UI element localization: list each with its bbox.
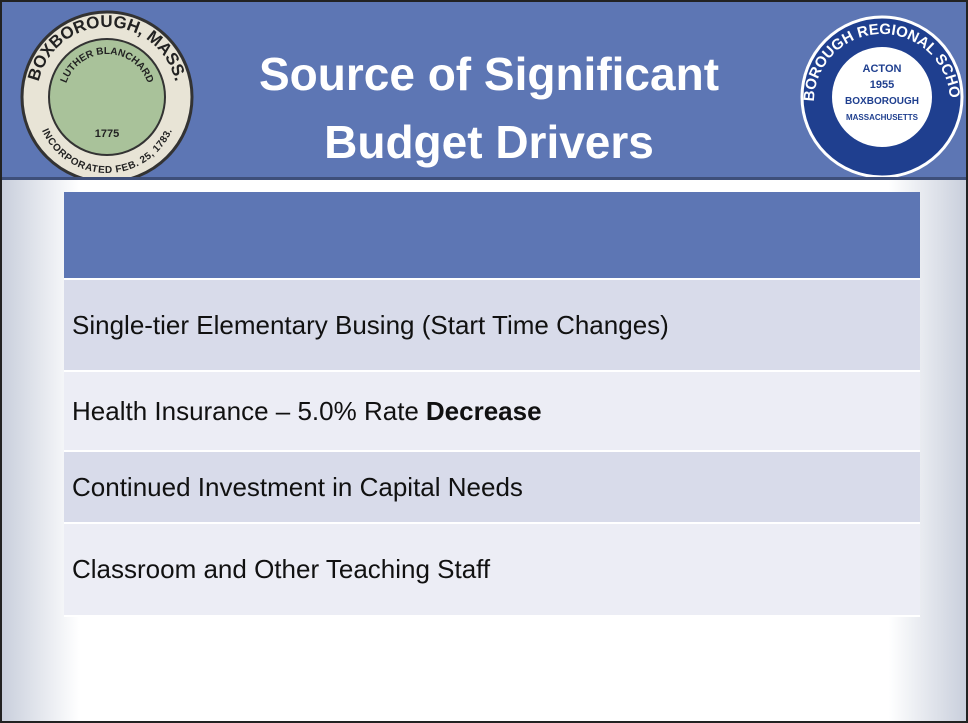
seal-text: MASSACHUSETTS	[846, 113, 919, 122]
slide: BOXBOROUGH, MASS. LUTHER BLANCHARD INCOR…	[0, 0, 968, 723]
table-row: Classroom and Other Teaching Staff	[64, 524, 920, 617]
cell-text: Classroom and Other Teaching Staff	[72, 554, 490, 585]
seal-year: 1775	[95, 128, 119, 140]
table: Single-tier Elementary Busing (Start Tim…	[64, 192, 920, 617]
left-seal: BOXBOROUGH, MASS. LUTHER BLANCHARD INCOR…	[22, 12, 192, 177]
title-line: Budget Drivers	[324, 116, 654, 168]
seal-text: 1955	[870, 79, 894, 91]
seal-text: ACTON	[863, 63, 902, 75]
cell-text: Single-tier Elementary Busing (Start Tim…	[72, 310, 669, 341]
table-header	[64, 192, 920, 280]
table-row: Single-tier Elementary Busing (Start Tim…	[64, 280, 920, 372]
header-art: BOXBOROUGH, MASS. LUTHER BLANCHARD INCOR…	[2, 2, 966, 177]
cell-emphasis: Decrease	[426, 396, 542, 427]
seal-text: BOXBOROUGH	[845, 96, 919, 107]
cell-text: Health Insurance – 5.0% Rate	[72, 396, 419, 427]
cell-text: Continued Investment in Capital Needs	[72, 472, 523, 503]
header-bar: BOXBOROUGH, MASS. LUTHER BLANCHARD INCOR…	[2, 2, 966, 180]
title-line: Source of Significant	[259, 48, 719, 100]
table-row: Continued Investment in Capital Needs	[64, 452, 920, 524]
